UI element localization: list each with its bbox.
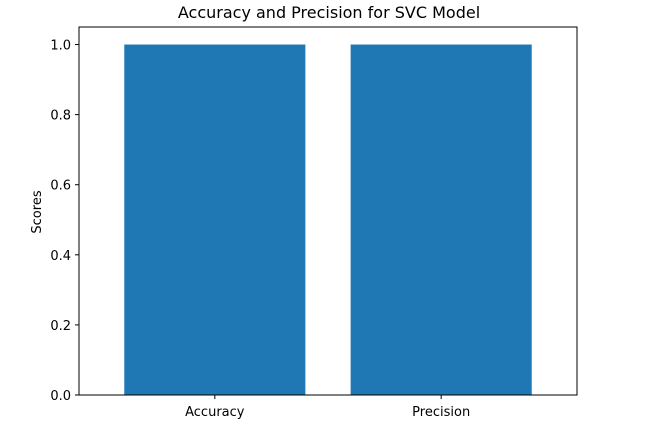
bars-group <box>124 44 532 396</box>
y-tick-label: 0.0 <box>50 389 71 404</box>
y-tick-label: 0.8 <box>50 109 71 124</box>
x-tick-label: Precision <box>412 405 470 420</box>
bar-precision <box>350 44 532 396</box>
plot-frame <box>78 26 578 396</box>
y-tick-label: 1.0 <box>50 39 71 54</box>
bar-accuracy <box>124 44 306 396</box>
x-ticks-group: Accuracy Precision <box>185 395 470 420</box>
y-tick-label: 0.2 <box>50 319 71 334</box>
chart-title: Accuracy and Precision for SVC Model <box>178 3 480 22</box>
y-axis-label: Scores <box>30 190 45 233</box>
y-tick-label: 0.6 <box>50 179 71 194</box>
y-tick-label: 0.4 <box>50 249 71 264</box>
x-tick-label: Accuracy <box>185 405 245 420</box>
y-ticks-group: 0.0 0.2 0.4 0.6 0.8 1.0 <box>50 39 79 404</box>
